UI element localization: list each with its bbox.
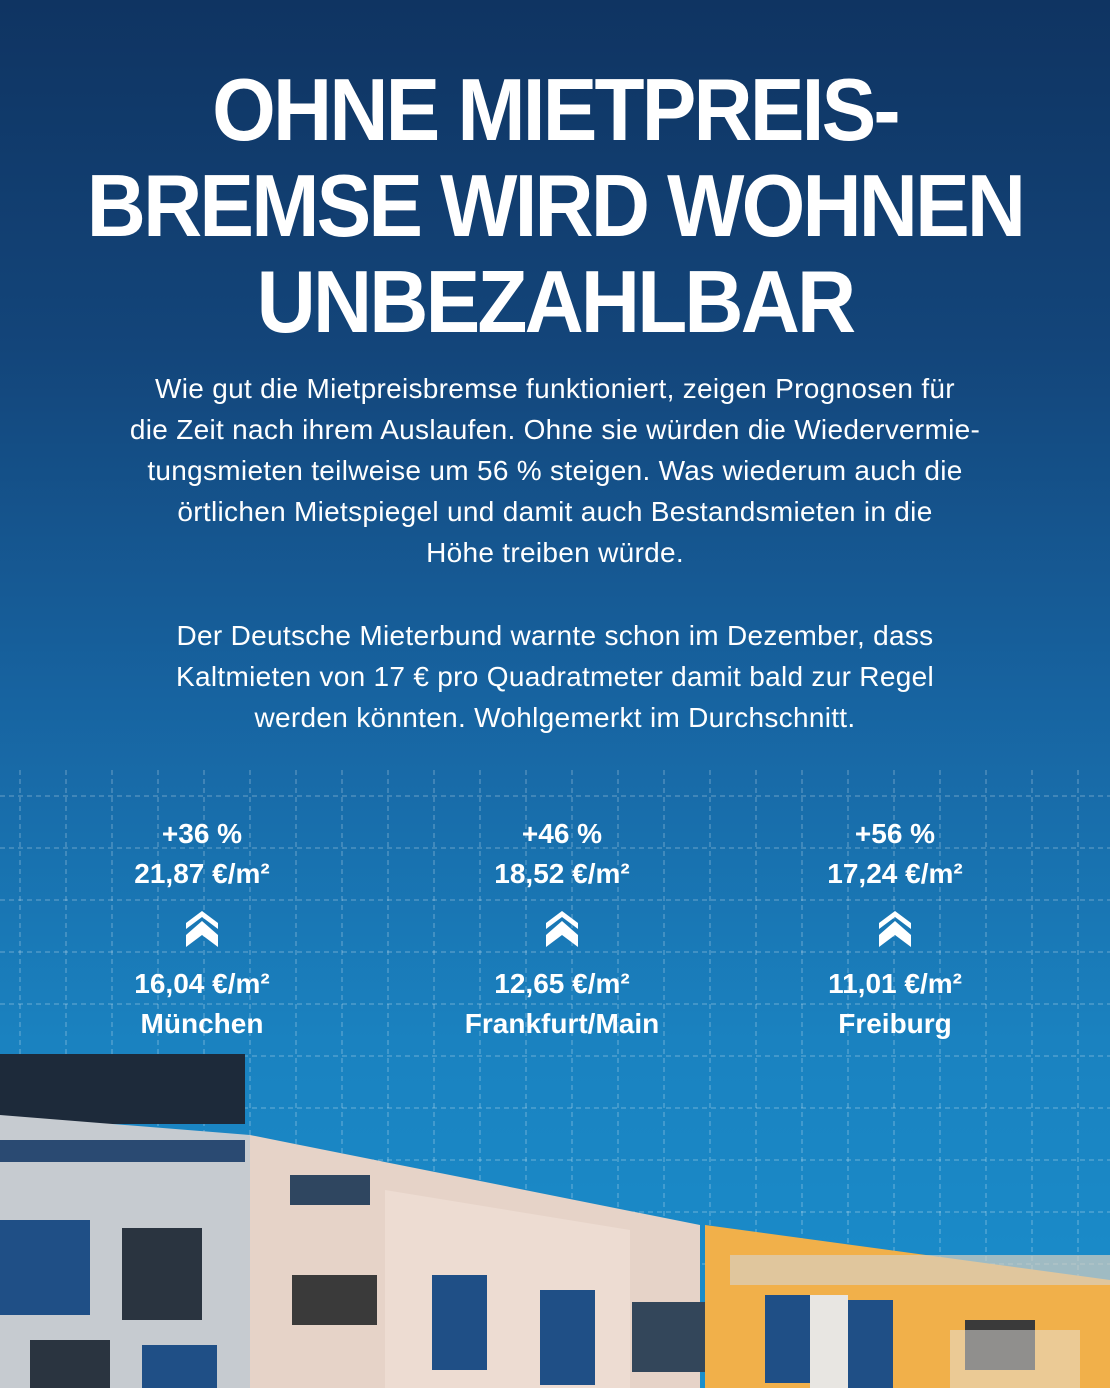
headline: OHNE MIETPREIS- BREMSE WIRD WOHNEN UNBEZ…: [39, 62, 1071, 350]
text-line: tungsmieten teilweise um 56 % steigen. W…: [147, 455, 963, 486]
buildings-photo: [0, 1054, 1110, 1388]
text-line: die Zeit nach ihrem Auslaufen. Ohne sie …: [129, 414, 981, 445]
stat-freiburg: +56 % 17,24 €/m² 11,01 €/m² Freiburg: [745, 814, 1045, 1044]
double-chevron-up-icon: [745, 894, 1045, 964]
text-line: werden könnten. Wohlgemerkt im Durchschn…: [254, 702, 856, 733]
text-line: Wie gut die Mietpreisbremse funktioniert…: [155, 373, 955, 404]
text-line: Höhe treiben würde.: [426, 537, 684, 568]
note-paragraph: Der Deutsche Mieterbund warnte schon im …: [0, 615, 1110, 738]
intro-paragraph: Wie gut die Mietpreisbremse funktioniert…: [0, 368, 1110, 573]
headline-line: OHNE MIETPREIS-: [212, 60, 900, 159]
stat-increase: +56 %: [854, 818, 936, 849]
double-chevron-up-icon: [412, 894, 712, 964]
headline-line: BREMSE WIRD WOHNEN: [86, 156, 1026, 255]
stat-current-rent: 16,04 €/m²: [134, 968, 270, 999]
stat-future-rent: 18,52 €/m²: [494, 858, 630, 889]
text-line: Kaltmieten von 17 € pro Quadratmeter dam…: [176, 661, 934, 692]
stat-frankfurt: +46 % 18,52 €/m² 12,65 €/m² Frankfurt/Ma…: [412, 814, 712, 1044]
stat-future-rent: 21,87 €/m²: [134, 858, 270, 889]
text-line: Der Deutsche Mieterbund warnte schon im …: [176, 620, 934, 651]
double-chevron-up-icon: [52, 894, 352, 964]
stat-increase: +36 %: [161, 818, 243, 849]
stat-current-rent: 11,01 €/m²: [828, 968, 962, 999]
text-line: örtlichen Mietspiegel und damit auch Bes…: [177, 496, 933, 527]
stat-increase: +46 %: [521, 818, 603, 849]
stat-city: Frankfurt/Main: [464, 1008, 660, 1039]
headline-line: UNBEZAHLBAR: [256, 252, 856, 351]
stat-city: München: [140, 1008, 264, 1039]
stat-current-rent: 12,65 €/m²: [494, 968, 630, 999]
stat-city: Freiburg: [838, 1008, 952, 1039]
stat-future-rent: 17,24 €/m²: [827, 858, 963, 889]
stat-muenchen: +36 % 21,87 €/m² 16,04 €/m² München: [52, 814, 352, 1044]
